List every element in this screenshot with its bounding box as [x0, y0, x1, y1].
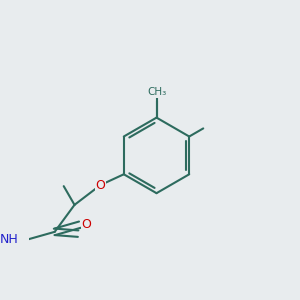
Text: O: O: [95, 178, 105, 192]
Text: O: O: [81, 218, 91, 231]
Text: CH₃: CH₃: [147, 87, 166, 98]
Text: NH: NH: [0, 233, 19, 246]
